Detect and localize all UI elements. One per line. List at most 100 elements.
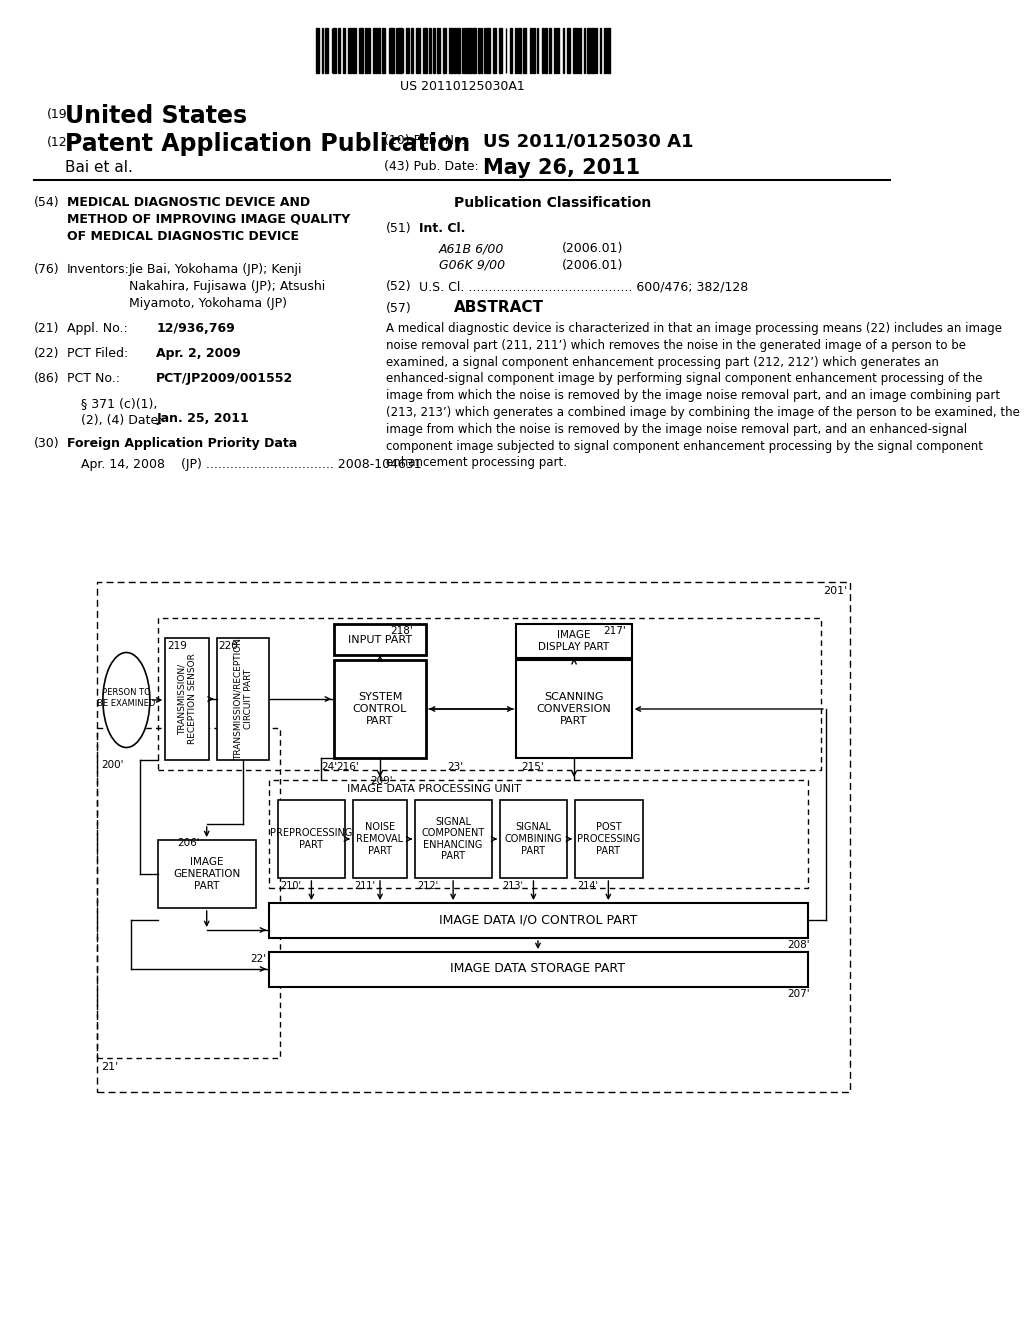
Bar	[366, 28, 367, 73]
Text: 12/936,769: 12/936,769	[156, 322, 234, 335]
Bar	[545, 28, 547, 73]
Text: Jie Bai, Yokohama (JP); Kenji
Nakahira, Fujisawa (JP); Atsushi
Miyamoto, Yokoham: Jie Bai, Yokohama (JP); Kenji Nakahira, …	[129, 263, 326, 310]
Text: NOISE
REMOVAL
PART: NOISE REMOVAL PART	[356, 822, 403, 855]
Bar	[516, 660, 632, 758]
Bar	[158, 840, 256, 908]
Bar	[423, 28, 427, 73]
Text: (54): (54)	[34, 195, 60, 209]
Text: 23': 23'	[446, 762, 463, 772]
Text: May 26, 2011: May 26, 2011	[483, 158, 640, 178]
Text: TRANSMISSION/
RECEPTION SENSOR: TRANSMISSION/ RECEPTION SENSOR	[177, 653, 197, 744]
Bar	[334, 660, 426, 758]
Bar	[510, 28, 512, 73]
Text: 220: 220	[218, 642, 239, 651]
Bar	[596, 28, 597, 73]
Bar	[591, 28, 595, 73]
Bar	[500, 28, 502, 73]
Text: 208': 208'	[787, 940, 810, 950]
Text: 212': 212'	[417, 880, 438, 891]
Text: Publication Classification: Publication Classification	[454, 195, 651, 210]
Text: US 20110125030A1: US 20110125030A1	[399, 81, 524, 92]
Bar	[567, 28, 570, 73]
Bar	[338, 28, 340, 73]
Text: MEDICAL DIAGNOSTIC DEVICE AND
METHOD OF IMPROVING IMAGE QUALITY
OF MEDICAL DIAGN: MEDICAL DIAGNOSTIC DEVICE AND METHOD OF …	[67, 195, 350, 243]
Text: Apr. 14, 2008    (JP) ................................ 2008-104631: Apr. 14, 2008 (JP) .....................…	[81, 458, 422, 471]
Bar	[382, 28, 385, 73]
Text: PCT Filed:: PCT Filed:	[67, 347, 128, 360]
Text: 214': 214'	[577, 880, 598, 891]
Text: (57): (57)	[386, 302, 412, 315]
Text: (19): (19)	[47, 108, 73, 121]
Bar	[486, 28, 489, 73]
Bar	[443, 28, 445, 73]
Bar	[359, 28, 362, 73]
Bar	[417, 28, 420, 73]
Text: SYSTEM
CONTROL
PART: SYSTEM CONTROL PART	[353, 693, 408, 726]
Bar	[454, 28, 456, 73]
Bar	[429, 28, 431, 73]
Bar	[395, 28, 397, 73]
Bar	[390, 28, 394, 73]
Text: TRANSMISSION/RECEPTION
CIRCUIT PART: TRANSMISSION/RECEPTION CIRCUIT PART	[233, 638, 253, 760]
Text: § 371 (c)(1),
(2), (4) Date:: § 371 (c)(1), (2), (4) Date:	[81, 397, 163, 426]
Bar	[500, 800, 567, 878]
Text: PCT No.:: PCT No.:	[67, 372, 120, 385]
Text: INPUT PART: INPUT PART	[348, 635, 412, 645]
Text: 200': 200'	[101, 760, 124, 770]
Text: Patent Application Publication: Patent Application Publication	[65, 132, 470, 156]
Text: Apr. 2, 2009: Apr. 2, 2009	[156, 347, 241, 360]
Text: (21): (21)	[34, 322, 59, 335]
Bar	[352, 28, 355, 73]
Bar	[165, 638, 209, 760]
Text: Foreign Application Priority Data: Foreign Application Priority Data	[67, 437, 297, 450]
Text: PERSON TO
BE EXAMINED: PERSON TO BE EXAMINED	[97, 688, 156, 708]
Bar	[398, 28, 401, 73]
Text: (52): (52)	[386, 280, 412, 293]
Text: 207': 207'	[787, 989, 810, 999]
Bar	[537, 28, 539, 73]
Text: SCANNING
CONVERSION
PART: SCANNING CONVERSION PART	[537, 693, 611, 726]
Bar	[269, 780, 808, 888]
Bar	[534, 28, 535, 73]
Bar	[378, 28, 380, 73]
Text: 213': 213'	[502, 880, 523, 891]
Bar	[529, 28, 531, 73]
Text: (22): (22)	[34, 347, 59, 360]
Text: 218': 218'	[390, 626, 413, 636]
Text: (2006.01): (2006.01)	[562, 242, 624, 255]
Text: Jan. 25, 2011: Jan. 25, 2011	[156, 412, 249, 425]
Bar	[587, 28, 591, 73]
Bar	[158, 618, 821, 770]
Text: (12): (12)	[47, 136, 73, 149]
Text: 209': 209'	[370, 776, 392, 785]
Text: United States: United States	[65, 104, 247, 128]
Text: 22': 22'	[250, 954, 266, 964]
Ellipse shape	[102, 652, 150, 747]
Bar	[343, 28, 345, 73]
Bar	[269, 903, 808, 939]
Bar	[473, 28, 476, 73]
Text: A medical diagnostic device is characterized in that an image processing means (: A medical diagnostic device is character…	[386, 322, 1020, 470]
Text: PREPROCESSING
PART: PREPROCESSING PART	[270, 828, 352, 850]
Bar	[549, 28, 551, 73]
Bar	[554, 28, 556, 73]
Text: (51): (51)	[386, 222, 412, 235]
Text: 211': 211'	[354, 880, 376, 891]
Bar	[368, 28, 370, 73]
Bar	[574, 800, 643, 878]
Bar	[579, 28, 581, 73]
Text: (30): (30)	[34, 437, 60, 450]
Bar	[518, 28, 521, 73]
Bar	[468, 28, 472, 73]
Text: IMAGE DATA PROCESSING UNIT: IMAGE DATA PROCESSING UNIT	[346, 784, 520, 795]
Bar	[348, 28, 351, 73]
Text: Bai et al.: Bai et al.	[65, 160, 133, 176]
Text: 24': 24'	[322, 762, 338, 772]
Bar	[326, 28, 328, 73]
Bar	[97, 582, 850, 1092]
Text: (86): (86)	[34, 372, 60, 385]
Text: 21': 21'	[101, 1063, 119, 1072]
Text: Int. Cl.: Int. Cl.	[419, 222, 465, 235]
Bar	[415, 800, 492, 878]
Text: (76): (76)	[34, 263, 60, 276]
